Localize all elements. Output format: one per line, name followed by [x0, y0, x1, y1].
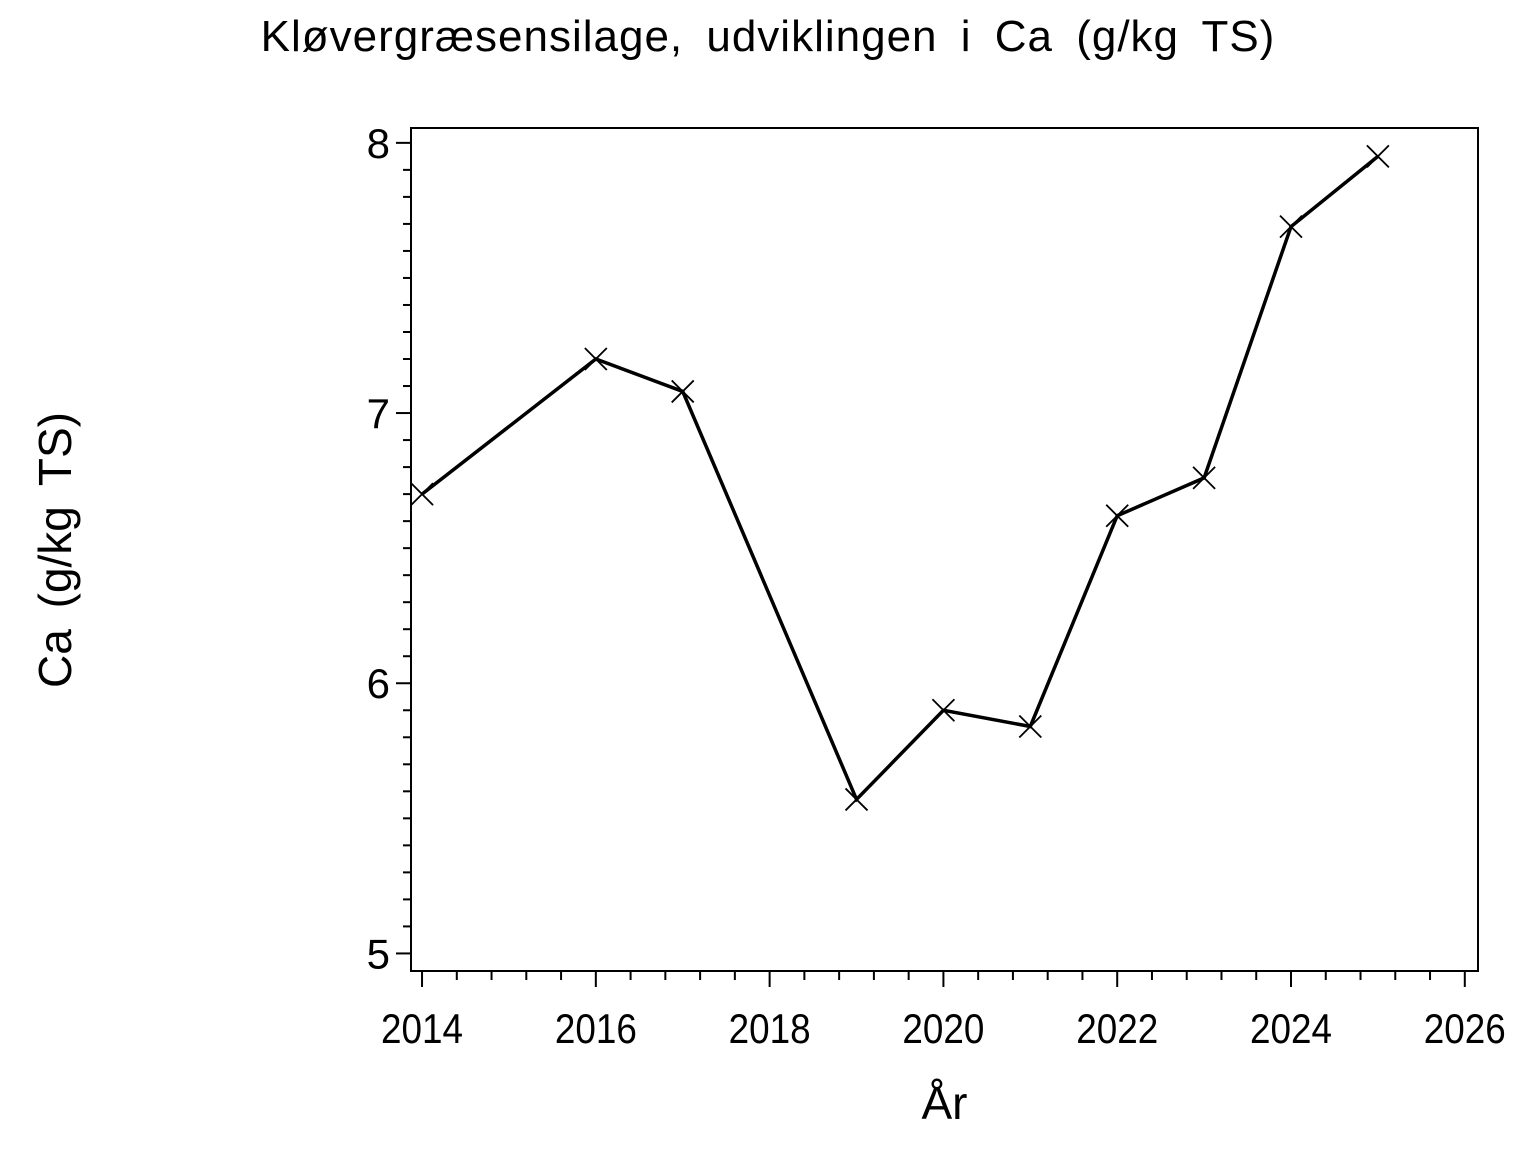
data-point-marker [584, 347, 608, 371]
x-axis-tick-label: 2024 [1250, 1005, 1332, 1052]
data-point-marker [1105, 504, 1129, 528]
data-point-marker [1279, 214, 1303, 239]
x-axis-tick-label: 2026 [1424, 1005, 1506, 1052]
x-axis-tick-label: 2022 [1076, 1005, 1158, 1052]
y-axis-tick-label: 8 [367, 120, 390, 167]
x-axis-tick-label: 2016 [555, 1005, 637, 1052]
data-point-marker [844, 787, 869, 812]
data-point-marker [931, 698, 956, 722]
y-axis-tick-label: 6 [367, 660, 390, 707]
chart-title: Kløvergræsensilage, udviklingen i Ca (g/… [260, 12, 1276, 61]
data-point-marker [1018, 714, 1042, 739]
data-point-marker [410, 482, 434, 506]
x-axis-label: År [921, 1077, 968, 1129]
data-point-marker [1192, 466, 1216, 490]
y-axis-tick-label: 5 [367, 930, 390, 977]
data-point-marker [1366, 144, 1390, 169]
plot-frame [410, 127, 1479, 972]
x-axis-tick-label: 2018 [729, 1005, 811, 1052]
x-axis-tick-label: 2020 [902, 1005, 984, 1052]
data-line [420, 155, 1379, 803]
data-point-marker [671, 379, 695, 404]
y-axis-tick-label: 7 [367, 390, 390, 437]
x-axis-tick-label: 2014 [381, 1005, 463, 1052]
